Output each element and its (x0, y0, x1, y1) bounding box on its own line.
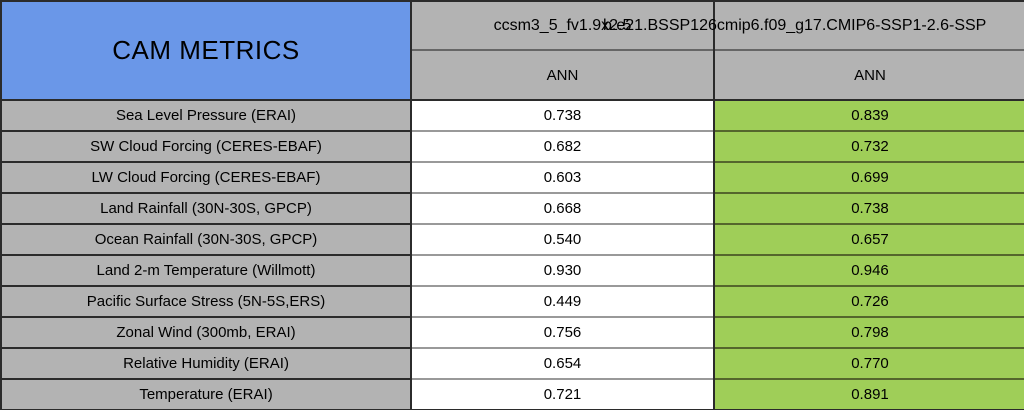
table-row: LW Cloud Forcing (CERES-EBAF) 0.603 0.69… (0, 161, 1024, 193)
table-row: Relative Humidity (ERAI) 0.654 0.770 (0, 347, 1024, 379)
metric-value-model-2: 0.839 (713, 99, 1024, 131)
column-header-season-1: ANN (410, 49, 714, 100)
table-row: Land 2-m Temperature (Willmott) 0.930 0.… (0, 254, 1024, 286)
column-header-model-2-label: b.e21.BSSP126cmip6.f09_g17.CMIP6-SSP1-2.… (603, 16, 987, 34)
metric-label: Sea Level Pressure (ERAI) (0, 99, 412, 131)
column-header-model-1-label: ccsm3_5_fv1.9x2.5 (493, 16, 632, 34)
metric-value-model-1: 0.603 (411, 161, 714, 193)
metric-value-model-1: 0.654 (411, 347, 714, 379)
table-row: Sea Level Pressure (ERAI) 0.738 0.839 (0, 99, 1024, 131)
table-row: Land Rainfall (30N-30S, GPCP) 0.668 0.73… (0, 192, 1024, 224)
metric-value-model-2: 0.657 (713, 223, 1024, 255)
metric-label: Zonal Wind (300mb, ERAI) (0, 316, 412, 348)
metric-value-model-1: 0.682 (411, 130, 714, 162)
metric-value-model-1: 0.540 (411, 223, 714, 255)
metric-value-model-2: 0.738 (713, 192, 1024, 224)
metric-label: Relative Humidity (ERAI) (0, 347, 412, 379)
metric-value-model-1: 0.449 (411, 285, 714, 317)
table-row: Zonal Wind (300mb, ERAI) 0.756 0.798 (0, 316, 1024, 348)
table-row: Pacific Surface Stress (5N-5S,ERS) 0.449… (0, 285, 1024, 317)
metric-value-model-1: 0.930 (411, 254, 714, 286)
metric-label: Pacific Surface Stress (5N-5S,ERS) (0, 285, 412, 317)
metric-value-model-2: 0.798 (713, 316, 1024, 348)
metric-value-model-1: 0.738 (411, 99, 714, 131)
metric-label: SW Cloud Forcing (CERES-EBAF) (0, 130, 412, 162)
metric-label: Land 2-m Temperature (Willmott) (0, 254, 412, 286)
column-header-season-2: ANN (713, 49, 1024, 100)
table-row: Temperature (ERAI) 0.721 0.891 (0, 378, 1024, 410)
metric-label: Ocean Rainfall (30N-30S, GPCP) (0, 223, 412, 255)
metric-value-model-2: 0.946 (713, 254, 1024, 286)
table-title: CAM METRICS (0, 0, 412, 101)
metric-value-model-2: 0.699 (713, 161, 1024, 193)
metric-label: Land Rainfall (30N-30S, GPCP) (0, 192, 412, 224)
metric-label: Temperature (ERAI) (0, 378, 412, 410)
metric-value-model-2: 0.732 (713, 130, 1024, 162)
table-row: Ocean Rainfall (30N-30S, GPCP) 0.540 0.6… (0, 223, 1024, 255)
column-header-model-1: ccsm3_5_fv1.9x2.5 (410, 0, 714, 50)
metric-value-model-2: 0.770 (713, 347, 1024, 379)
metric-value-model-2: 0.726 (713, 285, 1024, 317)
metric-value-model-1: 0.756 (411, 316, 714, 348)
metric-label: LW Cloud Forcing (CERES-EBAF) (0, 161, 412, 193)
table-row: SW Cloud Forcing (CERES-EBAF) 0.682 0.73… (0, 130, 1024, 162)
metric-value-model-2: 0.891 (713, 378, 1024, 410)
metric-value-model-1: 0.668 (411, 192, 714, 224)
column-header-model-2: b.e21.BSSP126cmip6.f09_g17.CMIP6-SSP1-2.… (603, 0, 1024, 50)
metric-value-model-1: 0.721 (411, 378, 714, 410)
